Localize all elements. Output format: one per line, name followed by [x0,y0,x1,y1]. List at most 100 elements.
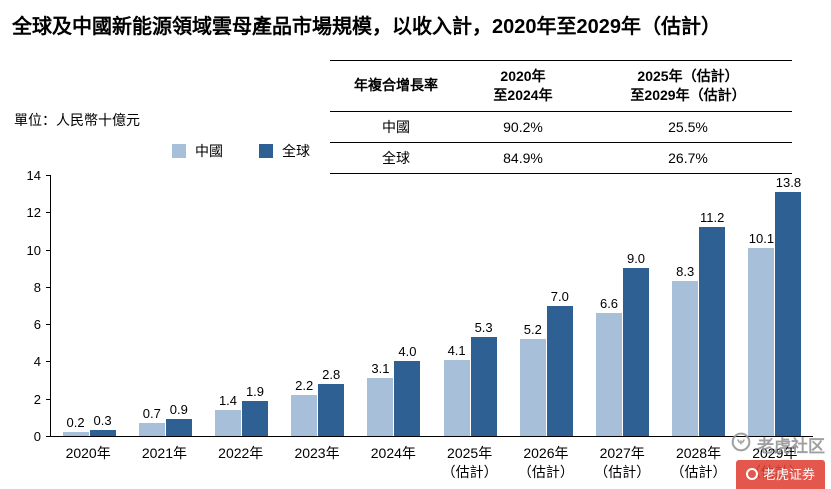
bar-中國 [672,281,699,436]
table-cell: 全球 [330,142,462,174]
bar-group: 6.6 9.0 [584,175,660,436]
y-axis-tick-mark [46,436,51,437]
bar-wrap: 0.9 [165,175,192,436]
bar-group: 5.2 7.0 [508,175,584,436]
bar-group: 3.1 4.0 [356,175,432,436]
bar-wrap: 4.0 [394,175,421,436]
period-2025-2029-header-cell: 2025年（估計） 至2029年（估計） [584,60,792,112]
unit-label: 單位：人民幣十億元 [14,112,140,128]
bar-value-label: 2.2 [295,378,314,393]
bar-wrap: 6.6 [596,175,623,436]
bar-group: 10.1 13.8 [737,175,813,436]
global-swatch-icon [259,144,273,158]
bar-wrap: 0.2 [62,175,89,436]
header-line: 至2029年（估計） [630,86,746,103]
bar-全球 [546,305,573,436]
bar-chart: 0 2 4 6 8 10 12 14 0.2 0.3 0.7 0.9 1.4 1.9 2.2 2.8 3.1 4.… [0,168,831,482]
bar-value-label: 13.8 [775,175,802,190]
x-axis-labels: 2020年 2021年 2022年 2023年 2024年 2025年 （估計） 2026年（… [50,444,813,482]
x-axis-label: 2028年 （估計） [670,445,727,480]
header-line: 至2024年 [493,86,553,103]
bar-value-label: 0.7 [142,405,161,421]
plot-area: 0 2 4 6 8 10 12 14 0.2 0.3 0.7 0.9 1.4 1.9 2.2 2.8 3.1 4.… [27,168,813,444]
bar-全球 [89,430,116,436]
bar-中國 [138,422,165,436]
bar-wrap: 8.3 [672,175,699,436]
bar-value-label: 0.2 [66,415,85,431]
bar-wrap: 0.3 [89,175,116,436]
y-axis-tick-label: 4 [33,354,41,370]
cagr-header-cell: 年複合增長率 [330,60,462,112]
cagr-table: 年複合增長率 2020年 至2024年 2025年（估計） 至2029年（估計）… [330,60,792,174]
legend-label-global: 全球 [282,143,310,159]
x-axis-label: 2023年 [294,445,340,461]
watermark: 老虎社区 老虎证券 [731,432,825,489]
badge-tiger-icon [745,467,758,480]
bar-value-label: 9.0 [626,251,646,267]
badge-text: 老虎证券 [762,467,815,482]
bar-wrap: 2.2 [291,175,318,436]
bar-value-label: 6.6 [599,295,619,311]
y-axis-tick-label: 0 [33,429,41,444]
bar-wrap: 3.1 [367,175,394,436]
bar-group: 0.2 0.3 [51,175,127,436]
table-cell: 84.9% [462,142,584,174]
legend-label-china: 中國 [195,143,223,159]
table-cell: 90.2% [462,111,584,143]
x-axis-label: 2021年 [141,445,188,461]
legend-item-china: 中國 [172,141,223,161]
y-axis-tick-mark [46,249,51,251]
y-axis-tick-mark [46,286,51,288]
bar-value-label: 10.1 [748,230,775,246]
bar-value-label: 1.4 [218,392,238,408]
bar-全球 [394,361,421,436]
header-line: 2025年（估計） [637,68,739,84]
period-2020-2024-header-cell: 2020年 至2024年 [462,60,584,112]
bar-group: 8.3 11.2 [661,175,737,436]
x-axis-label: 2020年 [65,445,111,461]
bar-wrap: 11.2 [699,175,726,436]
bar-value-label: 5.3 [474,320,493,336]
bar-value-label: 3.1 [371,361,390,377]
bar-value-label: 4.0 [398,344,417,360]
bar-value-label: 8.3 [676,264,695,280]
bar-wrap: 5.3 [470,175,497,436]
bar-wrap: 9.0 [623,175,650,436]
bar-value-label: 0.9 [169,402,188,418]
bar-value-label: 1.9 [245,383,265,399]
watermark-text: 老虎社区 [757,437,825,456]
watermark-badge: 老虎证券 [735,460,825,489]
bar-wrap: 2.8 [318,175,345,436]
bar-value-label: 2.8 [322,366,341,382]
bar-wrap: 10.1 [748,175,775,436]
bar-group: 4.1 5.3 [432,175,508,436]
bar-中國 [367,378,394,436]
y-axis-tick-mark [46,361,51,363]
bar-全球 [623,268,650,436]
header-line: 2020年 [500,68,546,84]
page-title: 全球及中國新能源領域雲母產品市場規模，以收入計，2020年至2029年（估計） [12,16,721,38]
bar-中國 [215,409,241,436]
legend-item-global: 全球 [259,141,310,161]
bar-全球 [165,419,192,436]
bar-group: 0.7 0.9 [127,175,203,436]
bar-value-label: 5.2 [523,322,542,338]
cagr-row-china: 中國 90.2% 25.5% [330,111,792,143]
bar-中國 [748,247,775,436]
bar-wrap: 5.2 [519,175,546,436]
y-axis-tick-label: 12 [26,205,41,221]
y-axis-tick-mark [46,212,51,214]
bar-wrap: 1.4 [215,175,242,436]
y-axis-tick-label: 2 [33,391,41,407]
bar-中國 [291,395,318,436]
bar-group: 2.2 2.8 [280,175,356,436]
y-axis-tick-label: 8 [33,279,41,295]
table-cell: 26.7% [584,142,792,174]
bar-wrap: 0.7 [138,175,165,436]
bar-wrap: 13.8 [775,175,802,436]
x-axis-label: 2026年 （估計） [517,445,574,480]
bar-全球 [318,383,345,436]
x-axis-label: 2025年 （估計） [441,445,498,480]
x-axis-label: 2022年 [218,445,264,461]
